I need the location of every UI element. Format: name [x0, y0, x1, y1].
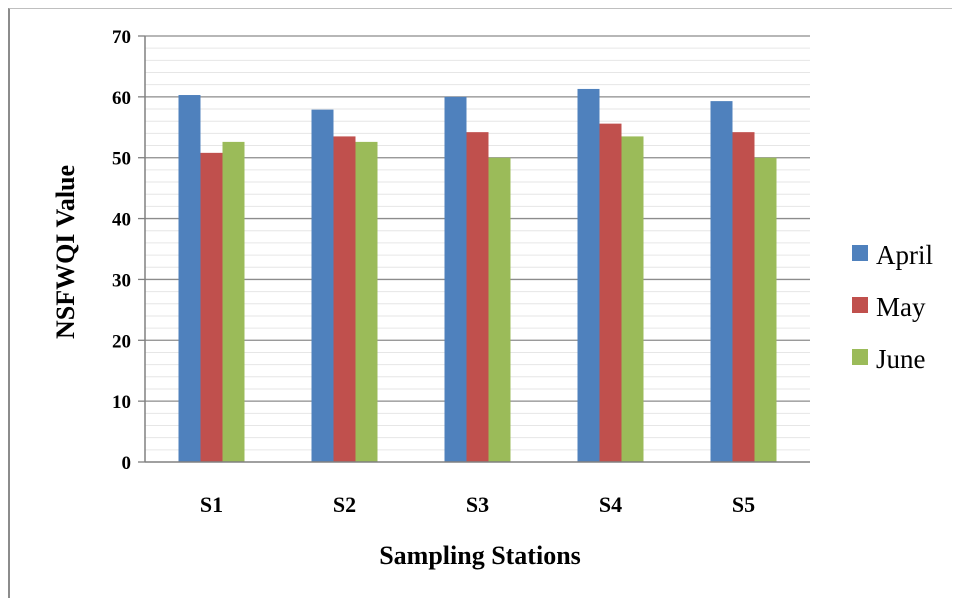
bar-june-s1 — [222, 141, 245, 463]
bar-may-s3 — [466, 132, 489, 462]
bar-june-s2 — [355, 141, 378, 463]
legend: April May June — [852, 240, 933, 374]
y-tick-labels: 0 10 20 30 40 50 60 70 — [112, 27, 131, 474]
bar-may-s1 — [200, 152, 223, 463]
x-tick-label: S3 — [466, 492, 489, 517]
bar-may-s2 — [333, 136, 356, 462]
bar-april-s1 — [178, 95, 201, 462]
bars — [178, 88, 777, 463]
y-tick-label: 70 — [112, 27, 131, 48]
x-axis-title: Sampling Stations — [379, 541, 581, 570]
bar-may-s5 — [732, 132, 755, 462]
legend-swatch-june — [852, 349, 868, 365]
legend-label-april: April — [876, 240, 933, 270]
bar-may-s4 — [599, 123, 622, 463]
bar-june-s3 — [488, 157, 511, 462]
legend-label-may: May — [876, 292, 926, 322]
bar-april-s5 — [710, 101, 733, 463]
x-tick-label: S2 — [333, 492, 356, 517]
axes — [138, 35, 810, 463]
y-tick-label: 10 — [112, 392, 131, 413]
bar-april-s3 — [444, 96, 467, 462]
y-tick-label: 0 — [122, 453, 132, 474]
y-tick-label: 30 — [112, 270, 131, 291]
legend-swatch-april — [852, 245, 868, 261]
bar-april-s2 — [311, 109, 334, 462]
x-tick-label: S1 — [200, 492, 223, 517]
bar-june-s4 — [621, 136, 644, 462]
x-tick-label: S4 — [599, 492, 622, 517]
bar-april-s4 — [577, 88, 600, 463]
y-tick-label: 20 — [112, 331, 131, 352]
y-axis-title: NSFWQI Value — [51, 165, 80, 339]
legend-swatch-may — [852, 297, 868, 313]
y-tick-label: 50 — [112, 149, 131, 170]
x-tick-label: S5 — [732, 492, 755, 517]
bar-june-s5 — [754, 157, 777, 462]
y-tick-label: 40 — [112, 210, 131, 231]
x-tick-labels: S1 S2 S3 S4 S5 — [200, 492, 755, 517]
y-tick-label: 60 — [112, 88, 131, 109]
legend-label-june: June — [876, 344, 926, 374]
